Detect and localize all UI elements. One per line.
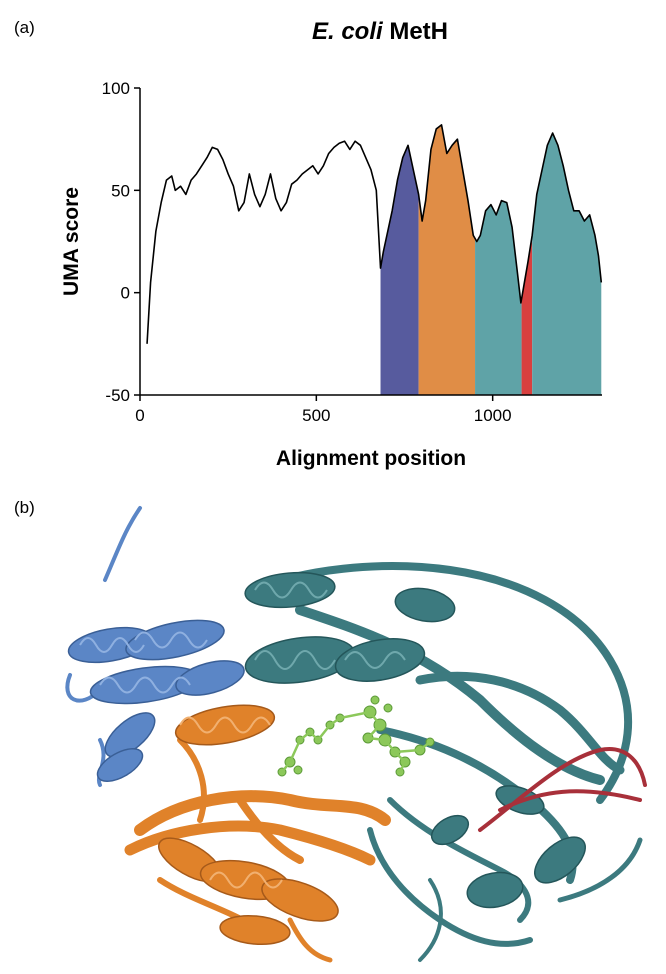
y-tick-label--50: -50 xyxy=(105,386,130,405)
y-tick-label-0: 0 xyxy=(121,284,130,303)
teal-domain-coils xyxy=(254,581,406,670)
orange-domain-ribbon xyxy=(124,737,391,963)
panel-label-a: (a) xyxy=(14,18,35,37)
y-axis-title: UMA score xyxy=(60,187,83,296)
blue-domain-helices xyxy=(67,619,245,783)
red-segment-ribbon xyxy=(478,747,647,832)
x-axis-title: Alignment position xyxy=(276,447,466,470)
blue-domain-coils xyxy=(79,631,208,694)
domain-area-2 xyxy=(418,124,476,395)
domain-area-4 xyxy=(521,235,533,395)
ligand-bonds xyxy=(281,710,431,773)
domain-area-1 xyxy=(380,145,419,395)
panel-label-b: (b) xyxy=(14,498,35,517)
domain-area-5 xyxy=(532,133,602,395)
x-tick-label-0: 0 xyxy=(135,406,144,425)
protein-structure-image xyxy=(65,506,647,963)
chart-title-rest: MetH xyxy=(382,18,449,45)
x-tick-label-1000: 1000 xyxy=(474,406,512,425)
orange-domain-coils xyxy=(179,716,283,889)
y-tick-label-50: 50 xyxy=(111,181,130,200)
uma-score-line xyxy=(146,124,603,344)
domain-areas xyxy=(380,124,602,395)
y-tick-label-100: 100 xyxy=(102,79,130,98)
chart-title-italic: E. coli xyxy=(311,18,383,45)
teal-domain-helices xyxy=(244,571,586,909)
chart-title: E. coli MetH xyxy=(270,18,490,46)
x-tick-label-500: 500 xyxy=(302,406,330,425)
chart-lines xyxy=(146,124,603,344)
domain-area-3 xyxy=(475,200,522,395)
